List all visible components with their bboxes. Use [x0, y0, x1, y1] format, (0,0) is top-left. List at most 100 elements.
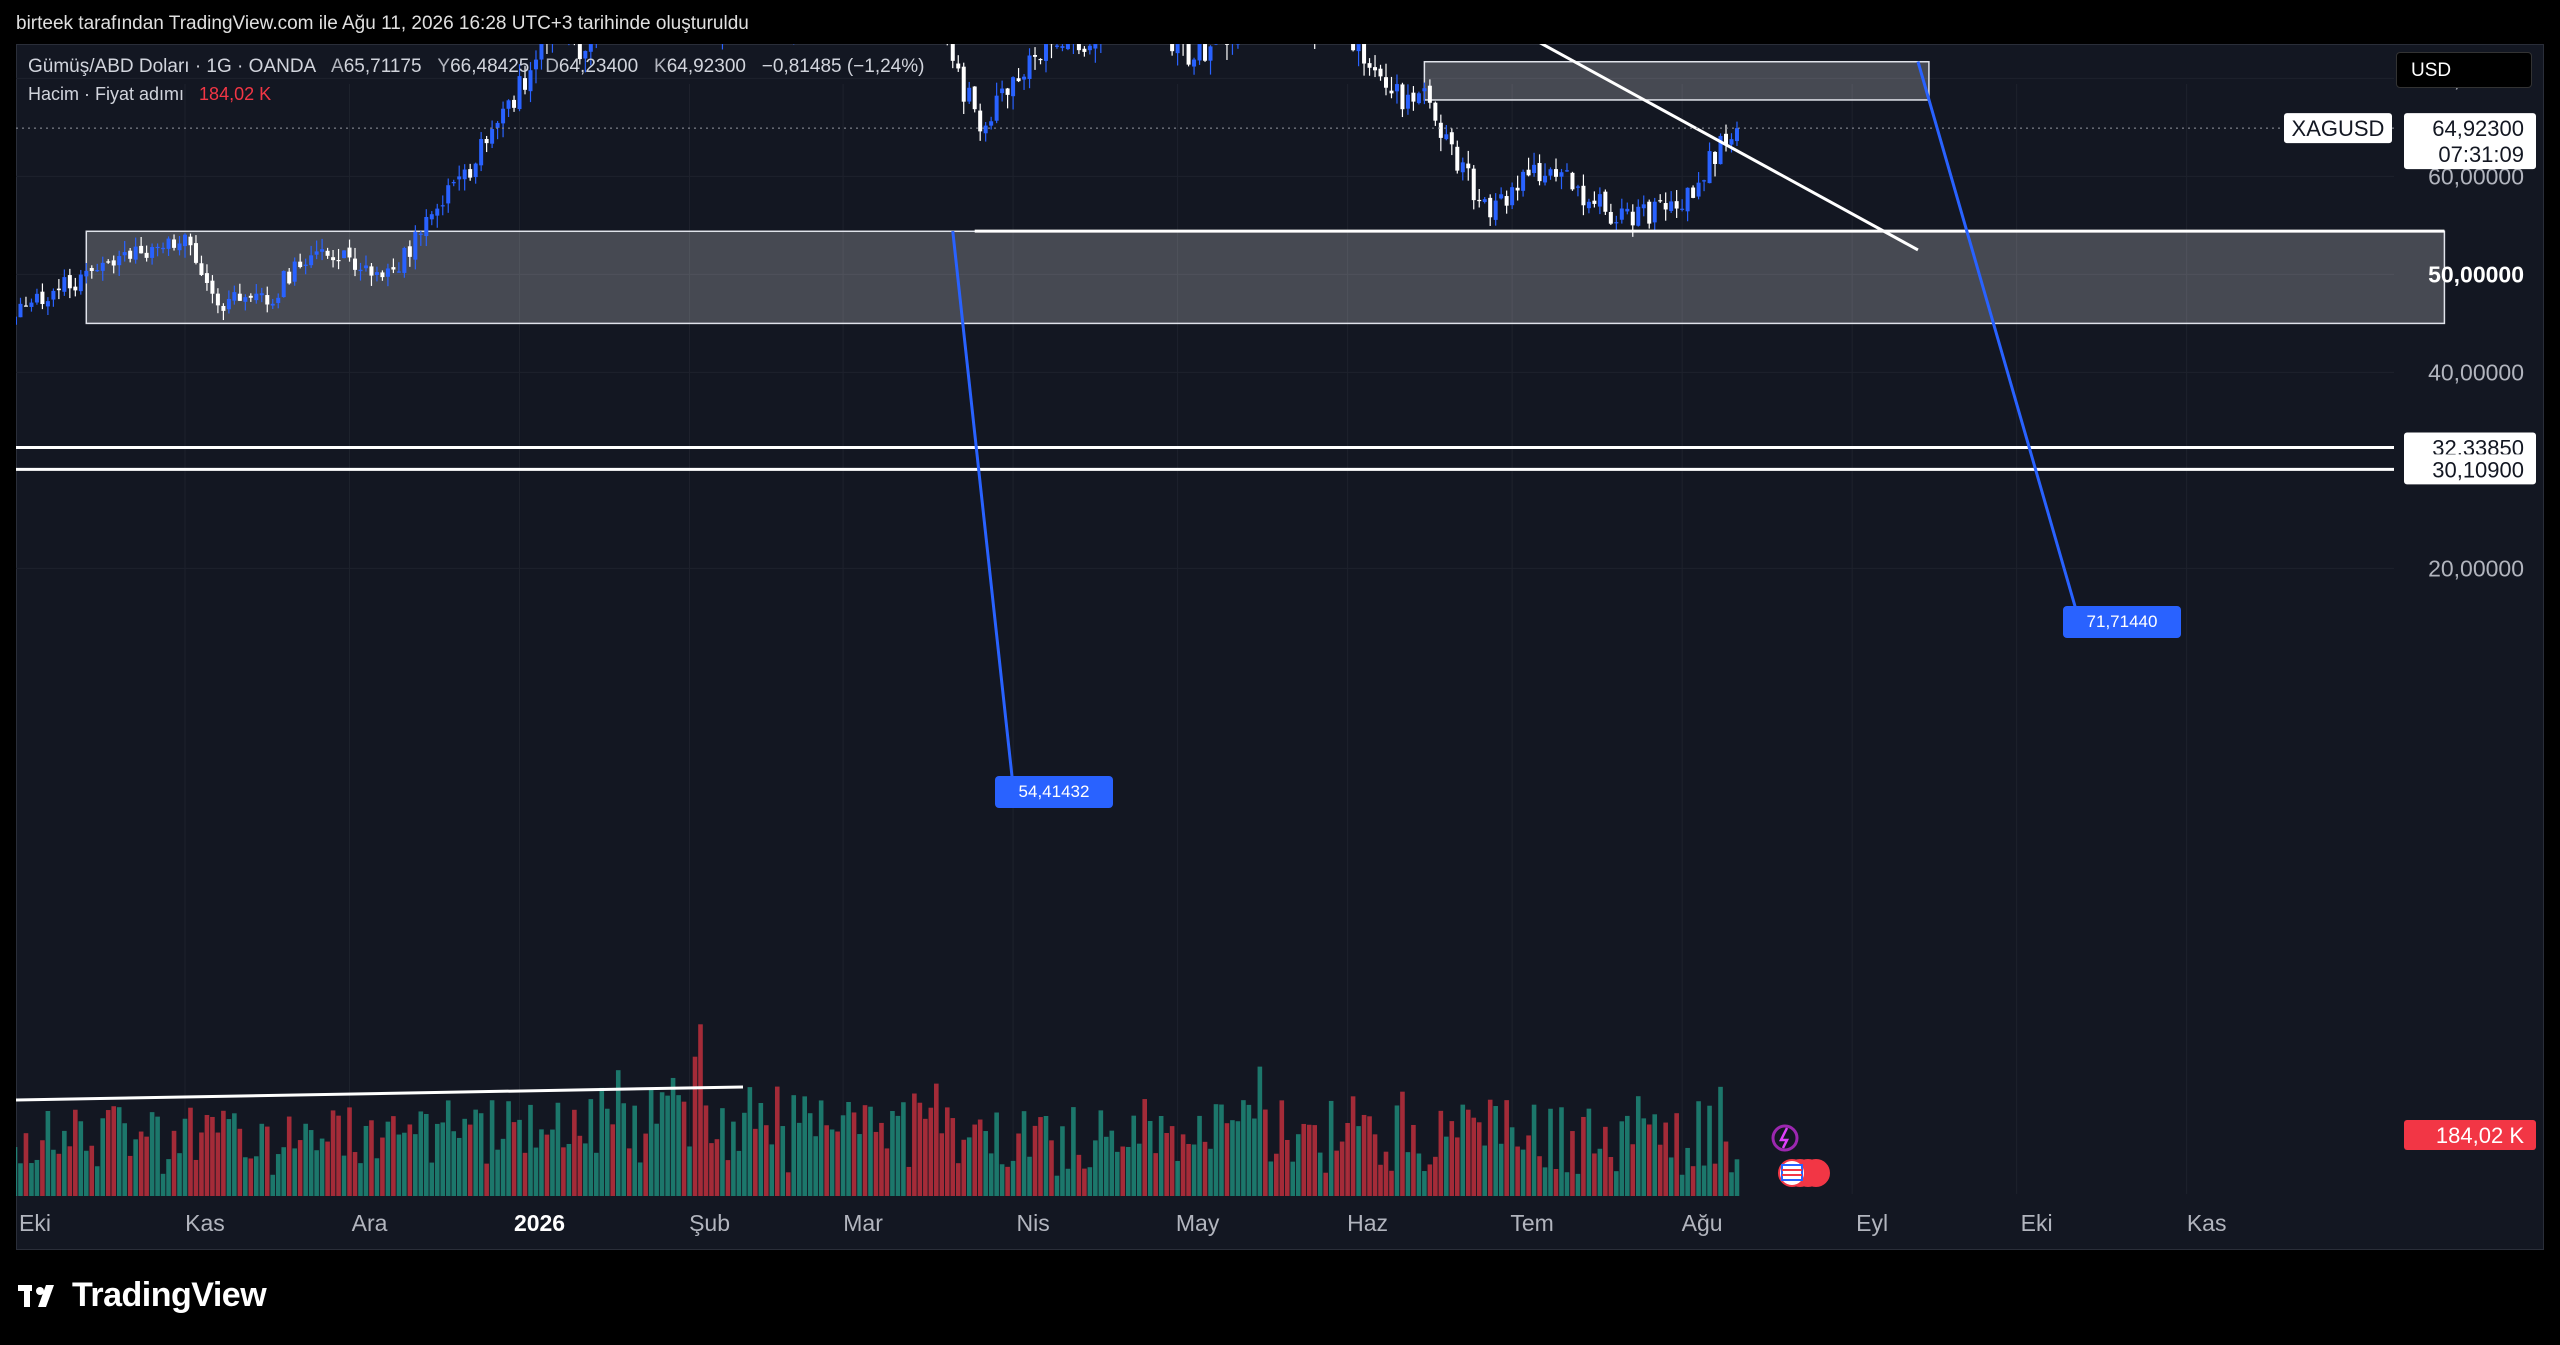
- candle: [1548, 167, 1553, 1196]
- volume-bar: [73, 1109, 78, 1196]
- change-value: −0,81485 (−1,24%): [761, 56, 925, 77]
- candle-body: [1427, 85, 1432, 103]
- candle: [67, 268, 73, 1196]
- volume-bar: [319, 1138, 325, 1196]
- volume-bar: [709, 1143, 714, 1196]
- volume-bar: [138, 1131, 144, 1196]
- volume-value: 184,02 K: [199, 84, 272, 104]
- candle-body: [961, 66, 966, 102]
- candle-body: [353, 258, 358, 270]
- candle-body: [484, 139, 489, 144]
- price-chart[interactable]: 54,41432 71,71440 120,00000110,00000100,00…: [16, 44, 2544, 1250]
- tradingview-logo-icon: [18, 1284, 54, 1307]
- candle-body: [1696, 182, 1701, 197]
- candle: [358, 262, 363, 1196]
- volume-bar: [297, 1140, 303, 1196]
- candle-body: [199, 263, 204, 275]
- candle: [944, 44, 950, 1196]
- candle-body: [177, 243, 182, 251]
- volume-bar: [62, 1130, 67, 1196]
- candle-body: [1038, 58, 1043, 61]
- volume-bar: [1537, 1156, 1542, 1196]
- candle: [1076, 44, 1082, 1196]
- volume-bar: [1125, 1146, 1131, 1196]
- currency-selector[interactable]: USD: [2396, 52, 2532, 88]
- candle-body: [1076, 44, 1081, 51]
- candle-body: [62, 277, 67, 292]
- support-zone: [85, 230, 2446, 325]
- volume-bar: [764, 1125, 769, 1196]
- candle: [456, 165, 462, 1196]
- candle: [533, 50, 539, 1196]
- volume-bar: [1328, 1100, 1334, 1196]
- candle: [1153, 1153, 1158, 1196]
- candle: [1235, 44, 1241, 1196]
- candle: [1663, 192, 1668, 1196]
- level-tag-text: 30,10900: [2432, 457, 2524, 482]
- candle-body: [122, 252, 127, 256]
- candle-body: [1581, 185, 1586, 206]
- volume-bar: [1268, 1161, 1274, 1196]
- candle: [1065, 44, 1071, 1196]
- volume-bar: [1230, 1120, 1235, 1196]
- volume-bar: [1367, 1116, 1372, 1196]
- candles: [16, 44, 1740, 1196]
- candle: [105, 259, 111, 1196]
- candle: [665, 1095, 670, 1196]
- candle: [94, 263, 100, 1196]
- candle: [736, 1150, 742, 1196]
- candle-body: [358, 269, 363, 272]
- volume-bar: [1027, 1156, 1032, 1196]
- currency-label: USD: [2411, 60, 2452, 81]
- candle-body: [528, 70, 533, 92]
- candle: [489, 120, 495, 1196]
- chart-frame[interactable]: [16, 44, 2544, 1250]
- volume-bar: [1164, 1133, 1169, 1196]
- volume-bar: [1433, 1156, 1438, 1196]
- volume-bar: [1345, 1122, 1350, 1196]
- candle: [1701, 179, 1707, 1196]
- high-value: 66,48425: [450, 56, 530, 77]
- volume-bar: [972, 1124, 977, 1196]
- volume-bar: [429, 1162, 435, 1196]
- volume-bar: [890, 1111, 895, 1196]
- candle: [1257, 1066, 1263, 1196]
- candle: [451, 179, 457, 1196]
- volume-bar: [424, 1113, 429, 1196]
- volume-bar: [1334, 1150, 1339, 1196]
- candle: [1224, 44, 1230, 1196]
- volume-bar: [681, 1101, 687, 1196]
- candle-body: [1680, 208, 1685, 210]
- candle-body: [1564, 170, 1569, 172]
- tradingview-logo[interactable]: TradingView: [18, 1276, 267, 1315]
- volume-bar: [1350, 1096, 1356, 1196]
- volume-bar: [1010, 1160, 1016, 1196]
- candle: [100, 256, 106, 1196]
- candle: [413, 225, 418, 1196]
- candle: [550, 44, 555, 1196]
- volume-bar: [188, 1107, 193, 1196]
- candle-body: [1192, 59, 1197, 67]
- volume-bar: [1169, 1126, 1175, 1196]
- candle: [1241, 1100, 1246, 1196]
- candle: [1268, 1161, 1274, 1196]
- x-tick-label: Ağu: [1682, 1210, 1723, 1236]
- candle: [1696, 172, 1701, 1196]
- callout-71: 71,71440: [1916, 61, 2181, 638]
- x-tick-label: May: [1176, 1210, 1220, 1236]
- candle: [56, 279, 62, 1196]
- candle-body: [1471, 168, 1476, 201]
- volume-bar: [1208, 1148, 1213, 1196]
- candle: [369, 263, 374, 1196]
- candle-body: [956, 63, 961, 69]
- candle-body: [144, 252, 149, 258]
- volume-bar: [632, 1105, 637, 1196]
- volume-bar: [286, 1116, 292, 1196]
- volume-bar: [1619, 1121, 1625, 1196]
- candle-body: [1614, 222, 1619, 224]
- volume-bar: [1460, 1104, 1466, 1196]
- candle: [714, 1139, 720, 1196]
- candle-body: [1362, 44, 1367, 64]
- volume-label: Hacim · Fiyat adımı: [28, 84, 185, 104]
- volume-bar: [1641, 1118, 1647, 1196]
